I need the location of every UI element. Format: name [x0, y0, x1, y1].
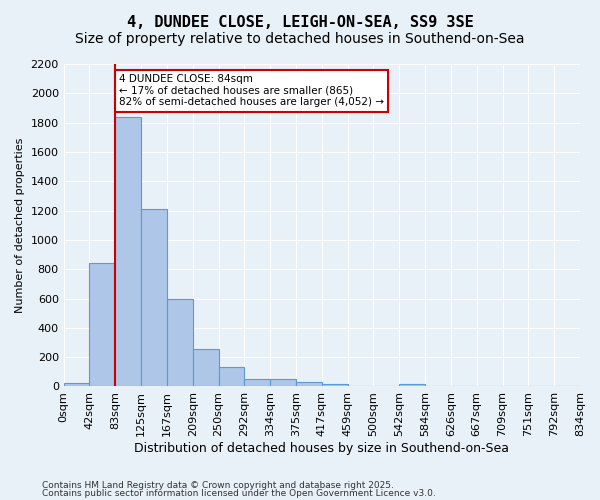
Bar [193, 349, 218, 387]
Text: 4 DUNDEE CLOSE: 84sqm
← 17% of detached houses are smaller (865)
82% of semi-det: 4 DUNDEE CLOSE: 84sqm ← 17% of detached … [119, 74, 384, 108]
Bar [270, 379, 296, 386]
Bar [115, 117, 141, 386]
X-axis label: Distribution of detached houses by size in Southend-on-Sea: Distribution of detached houses by size … [134, 442, 509, 455]
Bar [64, 383, 89, 386]
Text: Contains HM Land Registry data © Crown copyright and database right 2025.: Contains HM Land Registry data © Crown c… [42, 481, 394, 490]
Text: Contains public sector information licensed under the Open Government Licence v3: Contains public sector information licen… [42, 488, 436, 498]
Bar [141, 209, 167, 386]
Text: 4, DUNDEE CLOSE, LEIGH-ON-SEA, SS9 3SE: 4, DUNDEE CLOSE, LEIGH-ON-SEA, SS9 3SE [127, 15, 473, 30]
Y-axis label: Number of detached properties: Number of detached properties [15, 138, 25, 313]
Bar [244, 379, 270, 386]
Text: Size of property relative to detached houses in Southend-on-Sea: Size of property relative to detached ho… [75, 32, 525, 46]
Bar [296, 382, 322, 386]
Bar [89, 264, 115, 386]
Bar [167, 298, 193, 386]
Bar [218, 368, 244, 386]
Bar [399, 384, 425, 386]
Bar [322, 384, 347, 386]
